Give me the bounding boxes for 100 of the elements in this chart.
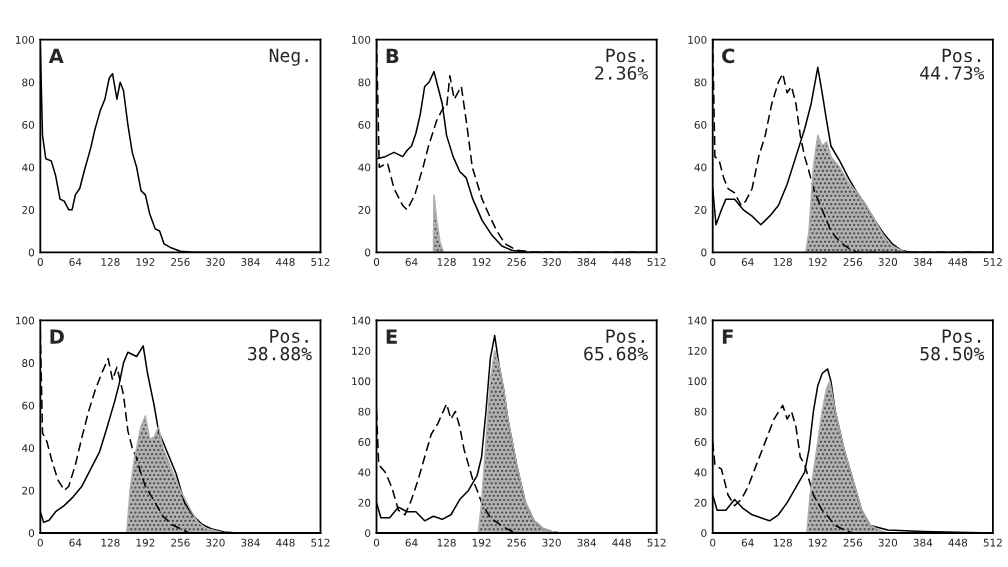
x-tick-label: 448 <box>612 538 631 547</box>
x-tick-label: 512 <box>647 258 666 266</box>
x-tick-label: 0 <box>373 538 380 547</box>
x-tick-label: 384 <box>241 258 260 266</box>
x-tick-label: 256 <box>507 258 526 266</box>
x-tick-label: 384 <box>913 538 933 547</box>
x-tick-label: 128 <box>101 538 120 547</box>
y-tick-label: 60 <box>694 438 707 446</box>
y-tick-label: 40 <box>694 163 707 172</box>
y-tick-label: 0 <box>28 529 35 538</box>
y-tick-label: 120 <box>688 346 707 355</box>
annotation: Pos. 38.88% <box>248 329 312 361</box>
x-tick-label: 448 <box>612 258 631 266</box>
x-tick-label: 192 <box>472 258 491 266</box>
annotation: Pos. 58.50% <box>920 329 985 361</box>
x-tick-label: 64 <box>405 538 418 547</box>
y-tick-label: 20 <box>694 498 707 507</box>
x-tick-label: 0 <box>37 538 43 547</box>
y-tick-label: 60 <box>22 401 35 410</box>
y-tick-label: 40 <box>358 468 371 477</box>
x-tick-label: 320 <box>206 538 225 547</box>
x-tick-label: 0 <box>710 258 716 266</box>
y-tick-label: 20 <box>22 206 35 214</box>
x-tick-label: 128 <box>773 538 792 547</box>
annotation: B <box>386 48 399 63</box>
y-tick-label: 40 <box>22 444 35 453</box>
annotation: Pos. 2.36% <box>595 48 648 80</box>
annotation: Neg. <box>269 48 308 66</box>
y-tick-label: 80 <box>22 78 35 87</box>
y-tick-label: 100 <box>352 35 371 44</box>
x-tick-label: 256 <box>843 258 863 266</box>
y-tick-label: 80 <box>358 78 371 87</box>
x-tick-label: 320 <box>542 538 561 547</box>
y-tick-label: 100 <box>688 377 707 386</box>
x-tick-label: 64 <box>405 258 418 266</box>
annotation: F <box>722 329 733 344</box>
y-tick-label: 0 <box>701 529 707 538</box>
x-tick-label: 256 <box>171 258 190 266</box>
y-tick-label: 100 <box>352 377 371 386</box>
annotation: Pos. 65.68% <box>584 329 648 361</box>
y-tick-label: 140 <box>688 316 707 325</box>
x-tick-label: 256 <box>843 538 863 547</box>
y-tick-label: 40 <box>358 163 371 172</box>
x-tick-label: 384 <box>241 538 260 547</box>
x-tick-label: 128 <box>437 258 456 266</box>
x-tick-label: 320 <box>542 258 561 266</box>
y-tick-label: 40 <box>22 163 35 172</box>
y-tick-label: 0 <box>701 248 707 257</box>
y-tick-label: 40 <box>694 468 707 477</box>
y-tick-label: 20 <box>358 206 371 214</box>
x-tick-label: 192 <box>472 538 491 547</box>
x-tick-label: 192 <box>136 538 155 547</box>
x-tick-label: 320 <box>206 258 225 266</box>
x-tick-label: 192 <box>808 538 827 547</box>
y-tick-label: 0 <box>365 529 371 538</box>
y-tick-label: 100 <box>688 35 707 44</box>
y-tick-label: 60 <box>358 120 371 129</box>
x-tick-label: 512 <box>983 538 1002 547</box>
y-tick-label: 100 <box>16 316 35 325</box>
x-tick-label: 64 <box>741 258 754 266</box>
x-tick-label: 320 <box>878 258 898 266</box>
y-tick-label: 80 <box>694 78 707 87</box>
annotation: A <box>48 48 64 63</box>
x-tick-label: 384 <box>577 538 596 547</box>
x-tick-label: 512 <box>311 258 330 266</box>
y-tick-label: 0 <box>365 248 371 257</box>
x-tick-label: 448 <box>948 258 968 266</box>
y-tick-label: 80 <box>694 407 707 416</box>
annotation: Pos. 44.73% <box>920 48 985 80</box>
x-tick-label: 448 <box>948 538 968 547</box>
y-tick-label: 140 <box>352 316 371 325</box>
y-tick-label: 20 <box>22 486 35 495</box>
x-tick-label: 448 <box>276 538 295 547</box>
x-tick-label: 64 <box>69 258 82 266</box>
x-tick-label: 512 <box>983 258 1002 266</box>
y-tick-label: 60 <box>22 120 35 129</box>
x-tick-label: 128 <box>773 258 792 266</box>
y-tick-label: 60 <box>694 120 707 129</box>
annotation: E <box>386 329 397 344</box>
y-tick-label: 120 <box>352 346 371 355</box>
y-tick-label: 0 <box>28 248 35 257</box>
x-tick-label: 0 <box>37 258 43 266</box>
x-tick-label: 384 <box>577 258 596 266</box>
y-tick-label: 20 <box>694 206 707 214</box>
x-tick-label: 128 <box>101 258 120 266</box>
x-tick-label: 256 <box>507 538 526 547</box>
x-tick-label: 256 <box>171 538 190 547</box>
x-tick-label: 512 <box>647 538 666 547</box>
y-tick-label: 100 <box>16 35 35 44</box>
x-tick-label: 384 <box>913 258 933 266</box>
x-tick-label: 0 <box>710 538 716 547</box>
x-tick-label: 192 <box>808 258 827 266</box>
x-tick-label: 0 <box>373 258 380 266</box>
x-tick-label: 320 <box>878 538 898 547</box>
x-tick-label: 128 <box>437 538 456 547</box>
y-tick-label: 20 <box>358 498 371 507</box>
y-tick-label: 80 <box>358 407 371 416</box>
annotation: D <box>50 329 64 344</box>
y-tick-label: 60 <box>358 438 371 446</box>
x-tick-label: 512 <box>311 538 330 547</box>
